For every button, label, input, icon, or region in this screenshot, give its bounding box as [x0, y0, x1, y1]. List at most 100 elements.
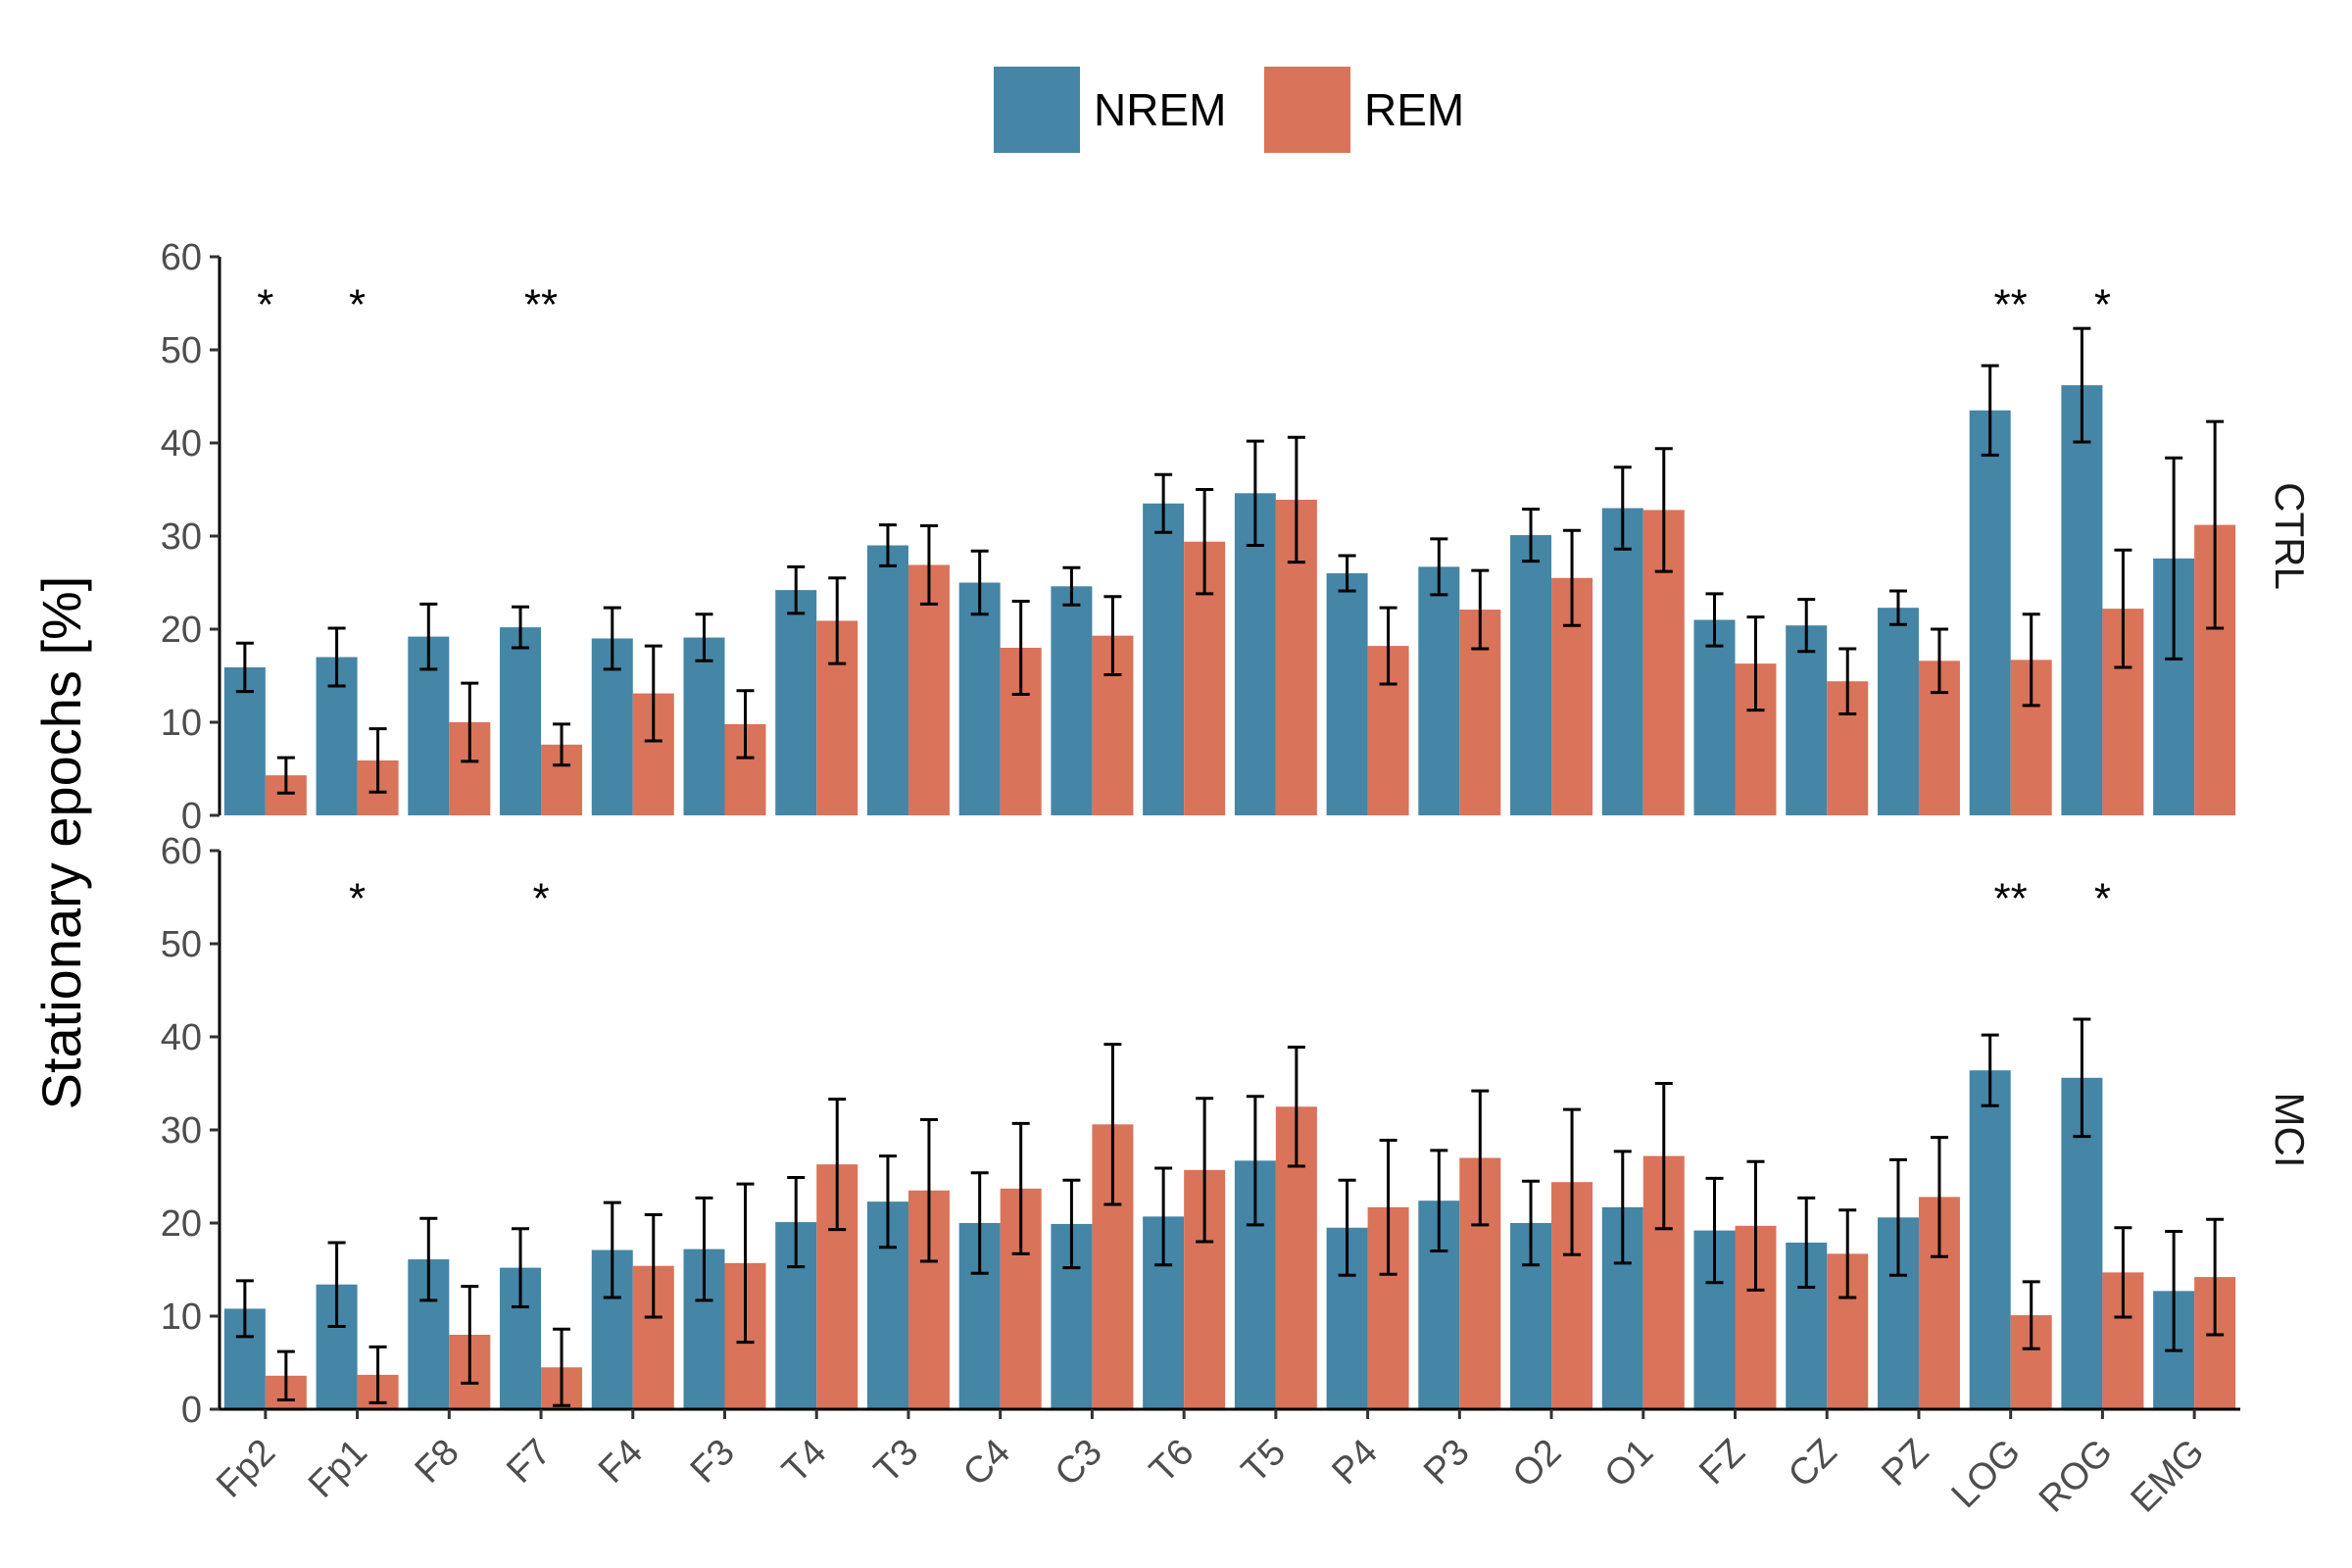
error-bar-nrem-c4 — [970, 549, 989, 616]
x-tick-label-o1: O1 — [1597, 1432, 1662, 1496]
x-tick-label-t4: T4 — [775, 1432, 835, 1492]
significance-fp2: * — [257, 281, 273, 329]
error-bar-rem-o2 — [1563, 1107, 1582, 1256]
error-bar-rem-rog — [2114, 1226, 2132, 1319]
error-bar-rem-emg — [2206, 419, 2225, 630]
bar-nrem-t4 — [775, 590, 817, 815]
significance-f7: * — [532, 875, 549, 923]
error-bar-nrem-fp1 — [327, 1241, 346, 1328]
significance-rog: * — [2094, 281, 2111, 329]
error-bar-nrem-f4 — [603, 606, 621, 671]
error-bar-rem-f7 — [553, 722, 571, 767]
error-bar-rem-fz — [1746, 615, 1765, 712]
error-bar-nrem-p3 — [1430, 1149, 1448, 1252]
error-bar-nrem-log — [1981, 1033, 1999, 1107]
legend-label-rem: REM — [1364, 84, 1464, 135]
significance-log: ** — [1994, 875, 2028, 923]
error-bar-nrem-fz — [1705, 592, 1724, 648]
x-tick-label-pz: PZ — [1874, 1432, 1936, 1494]
error-bar-nrem-f3 — [695, 1196, 713, 1302]
bar-nrem-cz — [1786, 625, 1828, 815]
y-tick-label: 40 — [161, 1017, 202, 1058]
error-bar-nrem-pz — [1888, 589, 1907, 626]
legend: NREM REM — [994, 67, 1464, 153]
y-tick-label: 10 — [161, 1297, 202, 1338]
error-bar-rem-fp1 — [368, 1345, 387, 1404]
bar-nrem-c4 — [958, 582, 1001, 815]
error-bar-nrem-pz — [1888, 1157, 1907, 1277]
error-bar-nrem-emg — [2165, 456, 2183, 661]
error-bar-nrem-f4 — [603, 1200, 621, 1299]
error-bar-rem-o1 — [1654, 447, 1673, 573]
x-tick-label-t5: T5 — [1234, 1432, 1294, 1492]
error-bar-rem-cz — [1838, 1208, 1857, 1299]
error-bar-rem-fp1 — [368, 727, 387, 794]
error-bar-rem-c3 — [1103, 595, 1122, 677]
error-bar-nrem-o2 — [1522, 1179, 1541, 1267]
error-bar-nrem-f3 — [695, 612, 713, 662]
error-bar-rem-c4 — [1011, 1121, 1030, 1255]
error-bar-nrem-t6 — [1154, 1166, 1173, 1267]
significance-fp1: * — [349, 281, 366, 329]
error-bar-nrem-o2 — [1522, 507, 1541, 564]
error-bar-rem-f7 — [553, 1327, 571, 1407]
legend-label-nrem: NREM — [1094, 84, 1226, 135]
error-bar-rem-o1 — [1654, 1082, 1673, 1231]
y-tick-label: 50 — [161, 924, 202, 965]
y-axis-label: Stationary epochs [%] — [30, 576, 92, 1110]
x-tick-label-f8: F8 — [408, 1432, 467, 1492]
y-tick-label: 30 — [161, 516, 202, 558]
error-bar-nrem-f7 — [512, 1227, 530, 1308]
error-bar-nrem-c4 — [970, 1171, 989, 1275]
error-bar-nrem-p3 — [1430, 537, 1448, 597]
error-bar-rem-t3 — [919, 1118, 938, 1263]
bar-nrem-o1 — [1601, 508, 1643, 815]
error-bar-rem-t3 — [919, 524, 938, 606]
error-bar-nrem-fp2 — [235, 641, 254, 694]
error-bar-rem-p4 — [1379, 1138, 1397, 1276]
error-bar-rem-c4 — [1011, 600, 1030, 696]
error-bar-nrem-c3 — [1062, 565, 1081, 607]
error-bar-rem-rog — [2114, 548, 2132, 669]
error-bar-nrem-cz — [1797, 1196, 1816, 1290]
error-bar-rem-f4 — [644, 1212, 662, 1319]
error-bar-nrem-f8 — [419, 1216, 438, 1302]
error-bar-rem-pz — [1930, 1136, 1948, 1258]
y-tick-label: 60 — [161, 237, 202, 278]
bar-nrem-t3 — [866, 545, 908, 815]
y-tick-label: 0 — [181, 1390, 202, 1431]
error-bar-nrem-fz — [1705, 1176, 1724, 1285]
series-rem-ctrl — [265, 419, 2236, 815]
bar-nrem-t5 — [1234, 493, 1276, 815]
x-tick-label-fp2: Fp2 — [209, 1432, 283, 1506]
y-tick-label: 30 — [161, 1110, 202, 1152]
error-bar-nrem-t4 — [787, 564, 806, 615]
bar-nrem-f3 — [683, 637, 725, 815]
y-tick-label: 20 — [161, 610, 202, 651]
error-bar-rem-emg — [2206, 1217, 2225, 1337]
error-bar-rem-c3 — [1103, 1043, 1122, 1206]
error-bar-rem-t5 — [1287, 1045, 1305, 1168]
bar-nrem-f7 — [500, 627, 542, 815]
x-tick-label-c3: C3 — [1048, 1432, 1110, 1494]
x-tick-label-f4: F4 — [591, 1432, 651, 1492]
x-tick-label-f7: F7 — [499, 1432, 559, 1492]
bar-nrem-fz — [1693, 619, 1736, 815]
x-tick-label-rog: ROG — [2032, 1432, 2121, 1521]
error-bar-rem-pz — [1930, 627, 1948, 695]
x-tick-label-f3: F3 — [683, 1432, 743, 1492]
y-tick-label: 10 — [161, 703, 202, 744]
error-bar-nrem-cz — [1797, 598, 1816, 654]
bar-nrem-p4 — [1326, 573, 1368, 815]
x-tick-label-t6: T6 — [1142, 1432, 1201, 1492]
error-bar-rem-t4 — [828, 576, 847, 665]
error-bar-nrem-rog — [2073, 326, 2091, 444]
y-tick-label: 0 — [181, 796, 202, 837]
legend-swatch-nrem — [994, 67, 1080, 153]
error-bar-rem-t4 — [828, 1098, 847, 1232]
y-tick-label: 50 — [161, 330, 202, 371]
